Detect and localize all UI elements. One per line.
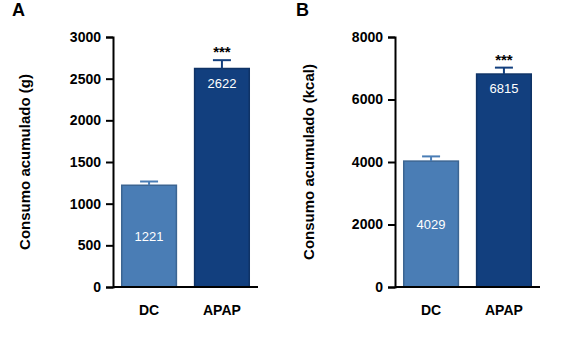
y-axis-title: Consumo acumulado (g) [16, 74, 33, 250]
error-bar-cap [422, 155, 440, 157]
bar [122, 185, 177, 287]
panel-title: B [296, 0, 309, 20]
y-tick-mark [388, 37, 395, 39]
x-axis: DC APAP [113, 287, 258, 318]
x-tick: DC [421, 302, 441, 318]
bar [195, 69, 250, 288]
y-tick: 2000 [70, 112, 113, 128]
error-bar [495, 68, 513, 74]
figure: A Consumo acumulado (g) 1221 2622 *** 0 500 100… [0, 0, 584, 348]
y-tick-label: 2500 [70, 71, 101, 87]
panel-title: A [12, 0, 25, 20]
y-tick-mark [106, 120, 113, 122]
panel: A Consumo acumulado (g) 1221 2622 *** 0 500 100… [12, 0, 258, 318]
x-axis-line [395, 286, 540, 288]
x-tick-label: APAP [203, 302, 241, 318]
x-tick-label: APAP [485, 302, 523, 318]
y-tick-label: 8000 [352, 29, 383, 45]
data-label: 4029 [417, 217, 446, 232]
y-tick-mark [388, 224, 395, 226]
x-tick: APAP [485, 302, 523, 318]
y-tick-label: 6000 [352, 91, 383, 107]
data-label: 2622 [207, 76, 236, 91]
error-bar-cap [140, 181, 158, 183]
x-tick-label: DC [421, 302, 441, 318]
y-tick: 6000 [352, 91, 395, 107]
data-label: 1221 [135, 229, 164, 244]
panel: B Consumo acumulado (kcal) 4029 6815 *** 0 200… [296, 0, 540, 318]
annotation: *** [495, 51, 513, 68]
y-tick: 0 [375, 279, 395, 295]
y-tick-mark [106, 162, 113, 164]
x-axis-line [113, 286, 258, 288]
y-tick: 8000 [352, 29, 395, 45]
y-tick: 2000 [352, 216, 395, 232]
bar [477, 74, 532, 287]
error-bar [213, 60, 231, 68]
y-axis-line [388, 38, 396, 288]
y-tick-label: 0 [93, 279, 101, 295]
plot-area [404, 68, 532, 287]
y-tick: 500 [78, 237, 113, 253]
x-tick: DC [139, 302, 159, 318]
y-tick: 4000 [352, 154, 395, 170]
y-tick-mark [388, 287, 395, 289]
annotation: *** [213, 43, 231, 60]
y-tick-mark [106, 287, 113, 289]
y-axis: 0 2000 4000 6000 8000 [352, 29, 396, 295]
x-tick-label: DC [139, 302, 159, 318]
y-tick-label: 4000 [352, 154, 383, 170]
y-tick: 0 [93, 279, 113, 295]
y-axis-title: Consumo acumulado (kcal) [300, 64, 317, 260]
y-tick-mark [106, 203, 113, 205]
error-bar [140, 182, 158, 186]
y-tick-mark [106, 78, 113, 80]
y-tick-mark [388, 99, 395, 101]
y-tick-mark [388, 162, 395, 164]
data-label: 6815 [489, 81, 518, 96]
y-tick-label: 2000 [70, 112, 101, 128]
x-axis: DC APAP [395, 287, 540, 318]
y-tick-mark [106, 37, 113, 39]
y-tick-label: 3000 [70, 29, 101, 45]
x-tick: APAP [203, 302, 241, 318]
plot-area [122, 60, 250, 287]
y-tick: 1500 [70, 154, 113, 170]
y-axis-line [106, 38, 114, 288]
y-tick: 2500 [70, 71, 113, 87]
y-tick-label: 1000 [70, 196, 101, 212]
bar [404, 161, 459, 287]
y-tick: 1000 [70, 196, 113, 212]
y-axis: 0 500 1000 1500 2000 2500 3000 [70, 29, 114, 295]
error-bar [422, 156, 440, 161]
y-tick-label: 2000 [352, 216, 383, 232]
y-tick-label: 0 [375, 279, 383, 295]
y-tick-mark [106, 245, 113, 247]
error-bar-stem [221, 60, 223, 68]
y-tick: 3000 [70, 29, 113, 45]
y-tick-label: 1500 [70, 154, 101, 170]
y-tick-label: 500 [78, 237, 102, 253]
